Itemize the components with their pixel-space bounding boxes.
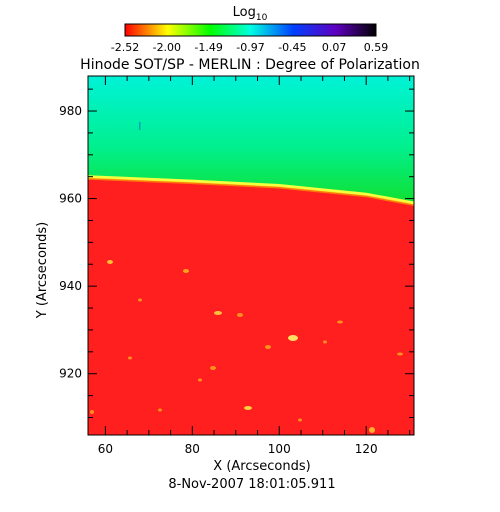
disk-feature <box>183 269 189 273</box>
disk-feature <box>244 406 252 410</box>
x-tick-label: 100 <box>268 442 291 456</box>
disk-feature <box>298 418 302 422</box>
colorbar-tick-label: -1.49 <box>194 41 222 54</box>
disk-feature <box>265 345 271 349</box>
disk-feature <box>369 427 375 433</box>
disk-feature <box>337 320 343 324</box>
x-tick-label: 120 <box>355 442 378 456</box>
plot-image <box>88 76 414 435</box>
off-limb-artifact <box>139 122 141 130</box>
colorbar-tick-label: -2.52 <box>111 41 139 54</box>
disk-feature <box>288 335 298 341</box>
colorbar-tick-label: -2.00 <box>153 41 181 54</box>
chart-title: Hinode SOT/SP - MERLIN : Degree of Polar… <box>80 57 420 73</box>
y-tick-label: 980 <box>59 104 82 118</box>
disk-features <box>90 260 403 433</box>
colorbar-tick-label: 0.59 <box>364 41 389 54</box>
colorbar <box>124 23 377 37</box>
colorbar-label: Log <box>233 5 256 20</box>
y-tick-label: 960 <box>59 192 82 206</box>
off-limb-region <box>88 76 414 203</box>
x-axis: 60 80 100 120 <box>98 76 411 456</box>
disk-feature <box>214 311 222 315</box>
limb-boundary-glow <box>88 177 414 206</box>
disk-feature <box>237 313 243 317</box>
y-axis: 920 940 960 980 <box>59 88 414 418</box>
plot-frame <box>87 75 415 436</box>
observation-date: 8-Nov-2007 18:01:05.911 <box>168 477 335 492</box>
y-axis-label: Y (Arcseconds) <box>35 222 50 319</box>
limb-boundary <box>88 175 414 205</box>
disk-feature <box>323 340 327 344</box>
disk-feature <box>210 366 216 370</box>
x-tick-label: 60 <box>98 442 113 456</box>
y-tick-label: 920 <box>59 367 82 381</box>
colorbar-tick-labels: -2.52 -2.00 -1.49 -0.97 -0.45 0.07 0.59 <box>111 41 388 54</box>
svg-text:Log10: Log10 <box>233 5 268 23</box>
y-tick-label: 940 <box>59 279 82 293</box>
x-tick-label: 80 <box>185 442 200 456</box>
disk-feature <box>158 408 162 412</box>
disk-feature <box>397 352 403 356</box>
disk-feature <box>138 298 142 302</box>
colorbar-label-subscript: 10 <box>256 13 268 23</box>
x-axis-label: X (Arcseconds) <box>213 459 310 474</box>
disk-feature <box>198 378 202 382</box>
disk-feature <box>90 410 94 414</box>
colorbar-tick-label: -0.97 <box>236 41 264 54</box>
colorbar-tick-label: -0.45 <box>278 41 306 54</box>
disk-feature <box>128 356 132 360</box>
colorbar-tick-label: 0.07 <box>322 41 347 54</box>
disk-feature <box>107 260 113 264</box>
